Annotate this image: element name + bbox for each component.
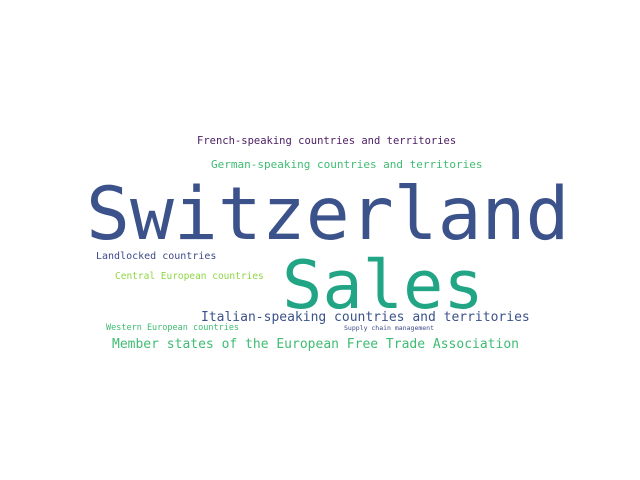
word-italian-speaking: Italian-speaking countries and territori… bbox=[201, 310, 530, 325]
word-western-european-countries: Western European countries bbox=[106, 323, 240, 333]
word-sales: Sales bbox=[282, 246, 484, 324]
word-efta-member-states: Member states of the European Free Trade… bbox=[112, 337, 519, 352]
word-switzerland: Switzerland bbox=[86, 172, 570, 257]
word-german-speaking: German-speaking countries and territorie… bbox=[211, 158, 483, 171]
word-french-speaking: French-speaking countries and territorie… bbox=[197, 135, 457, 147]
word-supply-chain-management: Supply chain management bbox=[344, 324, 435, 332]
word-central-european-countries: Central European countries bbox=[115, 271, 264, 282]
word-landlocked-countries: Landlocked countries bbox=[96, 251, 217, 262]
